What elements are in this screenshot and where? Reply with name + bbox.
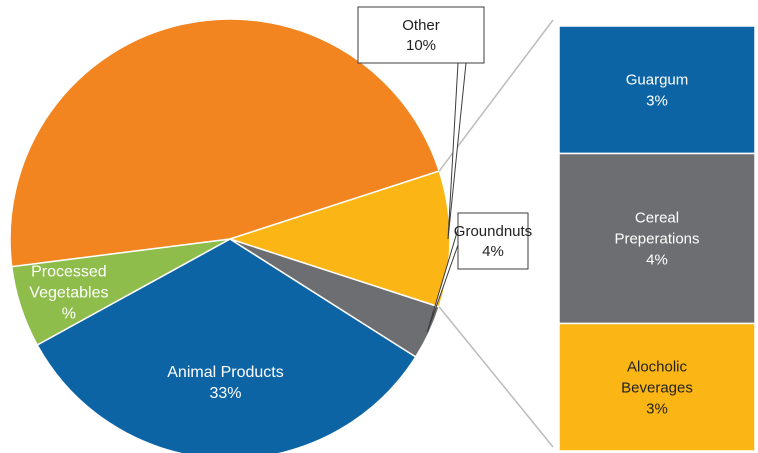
bar-label-guargum-line: Guargum bbox=[626, 71, 689, 88]
pie-slice-animal-products bbox=[36, 238, 417, 453]
bar-label-cereal-line: 4% bbox=[646, 252, 668, 269]
slice-label-processed-line: Vegetables bbox=[29, 284, 108, 301]
callout-box bbox=[357, 6, 485, 64]
slice-label-processed-line: % bbox=[62, 305, 76, 322]
callout-label-other: Other 10% bbox=[402, 17, 440, 54]
slice-label-animal-products: Animal Products 33% bbox=[167, 364, 284, 402]
pie-slice-other bbox=[227, 170, 451, 308]
callout-label-groundnuts: Groundnuts 4% bbox=[454, 223, 532, 260]
callout-groundnuts: Groundnuts 4% bbox=[426, 212, 532, 332]
bar-label-cereal-line: Preperations bbox=[614, 231, 699, 248]
slice-label-processed-line: Processed bbox=[31, 263, 107, 280]
callout-label-other-line: 10% bbox=[406, 37, 436, 54]
bar-segment-guargum bbox=[558, 25, 756, 155]
bar-label-guargum: Guargum 3% bbox=[626, 71, 689, 109]
bar-label-alocholic: Alocholic Beverages 3% bbox=[621, 358, 693, 417]
bar-label-cereal: Cereal Preperations 4% bbox=[614, 210, 699, 269]
bar-label-guargum-line: 3% bbox=[646, 92, 668, 109]
callout-label-other-line: Other bbox=[402, 17, 440, 34]
slice-label-animal-products-line: Animal Products bbox=[167, 364, 284, 381]
slice-label-animal-products-line: 33% bbox=[209, 385, 241, 402]
callout-label-groundnuts-line: Groundnuts bbox=[454, 223, 532, 240]
bar-label-alocholic-line: Alocholic bbox=[627, 358, 688, 375]
bar-label-cereal-line: Cereal bbox=[635, 210, 679, 227]
callout-label-groundnuts-line: 4% bbox=[482, 243, 504, 260]
callout-other: Other 10% bbox=[357, 6, 485, 240]
bar-segment-alocholic bbox=[558, 322, 756, 452]
callout-box bbox=[457, 212, 529, 270]
slice-label-processed: Processed Vegetables% bbox=[29, 263, 108, 322]
bar-label-alocholic-line: Beverages bbox=[621, 379, 693, 396]
bar-label-alocholic-line: 3% bbox=[646, 400, 668, 417]
connector-line-top bbox=[438, 19, 554, 172]
pie-slice-unlabeled-2 bbox=[9, 18, 441, 268]
connector-line-bottom bbox=[438, 306, 554, 448]
